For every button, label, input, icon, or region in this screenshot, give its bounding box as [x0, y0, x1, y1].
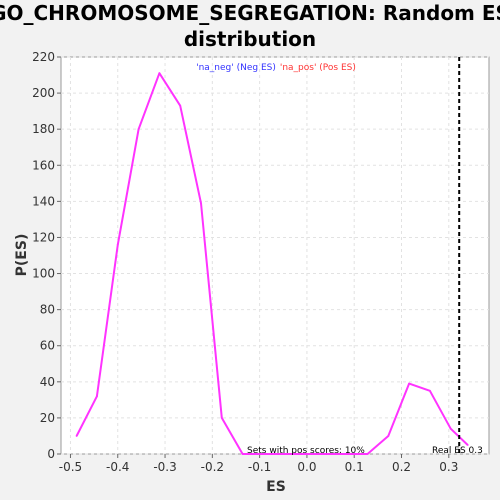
x-tick-label: 0.0 — [297, 460, 316, 474]
data-point — [200, 202, 202, 204]
x-tick-label: 0.1 — [345, 460, 364, 474]
data-point — [408, 383, 410, 385]
x-tick-label: -0.3 — [153, 460, 176, 474]
data-point — [76, 435, 78, 437]
data-point — [138, 128, 140, 130]
x-tick-label: 0.3 — [439, 460, 458, 474]
data-point — [117, 244, 119, 246]
pos-scores-annotation: Sets with pos scores: 10% — [247, 446, 365, 456]
chart-title-line1: GO_CHROMOSOME_SEGREGATION: Random ES — [0, 1, 500, 25]
y-tick-label: 120 — [32, 230, 55, 244]
data-point — [450, 428, 452, 430]
data-point — [387, 435, 389, 437]
data-point — [367, 453, 369, 455]
y-axis-label: P(ES) — [14, 234, 30, 277]
x-tick-label: -0.2 — [201, 460, 224, 474]
data-point — [158, 72, 160, 74]
y-tick-label: 140 — [32, 194, 55, 208]
x-tick-label: 0.2 — [392, 460, 411, 474]
data-point — [96, 395, 98, 397]
data-point — [242, 453, 244, 455]
y-tick-label: 220 — [32, 50, 55, 64]
legend-entry-pos: 'na_pos' (Pos ES) — [280, 63, 356, 73]
data-point — [221, 417, 223, 419]
x-tick-label: -0.4 — [106, 460, 129, 474]
data-point — [179, 105, 181, 107]
x-tick-label: -0.5 — [59, 460, 82, 474]
real-es-label: Real ES 0.3 — [432, 446, 483, 456]
y-tick-label: 100 — [32, 267, 55, 281]
y-tick-label: 40 — [40, 375, 55, 389]
y-tick-label: 180 — [32, 122, 55, 136]
y-tick-label: 60 — [40, 339, 55, 353]
y-tick-label: 20 — [40, 411, 55, 425]
x-tick-label: -0.1 — [248, 460, 271, 474]
y-tick-label: 80 — [40, 303, 55, 317]
y-tick-label: 200 — [32, 86, 55, 100]
chart-title-line2: distribution — [184, 27, 316, 51]
legend-entry-neg: 'na_neg' (Neg ES) — [196, 63, 276, 73]
plot-area — [61, 57, 489, 454]
y-tick-label: 160 — [32, 158, 55, 172]
y-tick-label: 0 — [47, 447, 55, 461]
data-point — [429, 390, 431, 392]
x-axis-label: ES — [266, 479, 286, 495]
